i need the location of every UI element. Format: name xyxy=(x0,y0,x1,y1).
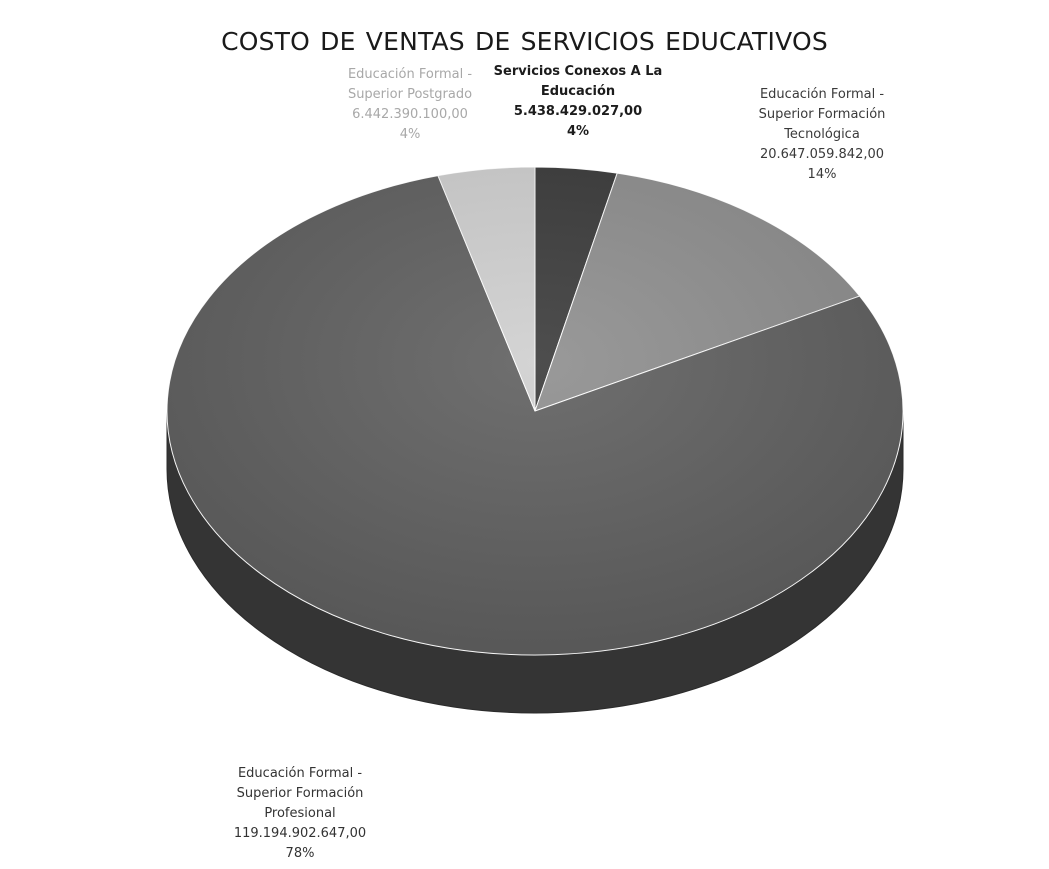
label-line: Servicios Conexos A La xyxy=(493,64,663,79)
label-percent: 4% xyxy=(566,124,590,139)
label-line: Educación Formal - xyxy=(759,87,885,102)
data-label-formacion-profesional: Educación Formal - Superior Formación Pr… xyxy=(200,764,400,864)
label-line: Superior Formación xyxy=(758,107,886,122)
label-line: Superior Postgrado xyxy=(347,87,473,102)
label-percent: 14% xyxy=(807,167,837,182)
label-percent: 4% xyxy=(399,127,421,142)
data-label-superior-postgrado: Educación Formal - Superior Postgrado 6.… xyxy=(330,65,490,145)
pie-shading xyxy=(167,167,903,655)
label-value: 119.194.902.647,00 xyxy=(233,826,367,841)
label-line: Profesional xyxy=(264,806,336,821)
label-line: Superior Formación xyxy=(236,786,364,801)
pie-top xyxy=(166,166,904,656)
label-line: Educación Formal - xyxy=(347,67,473,82)
label-percent: 78% xyxy=(285,846,315,861)
data-label-servicios-conexos: Servicios Conexos A La Educación 5.438.4… xyxy=(485,62,671,142)
data-label-formacion-tecnologica: Educación Formal - Superior Formación Te… xyxy=(722,85,922,185)
label-line: Tecnológica xyxy=(784,127,860,142)
label-line: Educación Formal - xyxy=(237,766,363,781)
label-value: 5.438.429.027,00 xyxy=(513,104,643,119)
chart-title: COSTO DE VENTAS DE SERVICIOS EDUCATIVOS xyxy=(221,27,828,56)
label-line: Educación xyxy=(540,84,616,99)
label-value: 6.442.390.100,00 xyxy=(352,107,468,122)
label-value: 20.647.059.842,00 xyxy=(759,147,885,162)
